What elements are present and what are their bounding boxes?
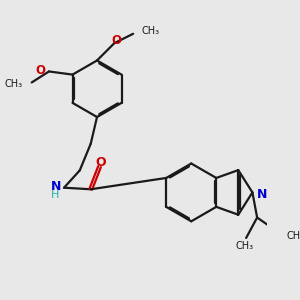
Text: H: H xyxy=(50,190,59,200)
Text: CH₃: CH₃ xyxy=(142,26,160,36)
Text: N: N xyxy=(257,188,268,201)
Text: CH₃: CH₃ xyxy=(287,231,300,242)
Text: CH₃: CH₃ xyxy=(236,241,253,251)
Text: CH₃: CH₃ xyxy=(5,79,23,89)
Text: O: O xyxy=(96,156,106,170)
Text: O: O xyxy=(35,64,45,77)
Text: O: O xyxy=(112,34,122,47)
Text: N: N xyxy=(51,180,62,193)
